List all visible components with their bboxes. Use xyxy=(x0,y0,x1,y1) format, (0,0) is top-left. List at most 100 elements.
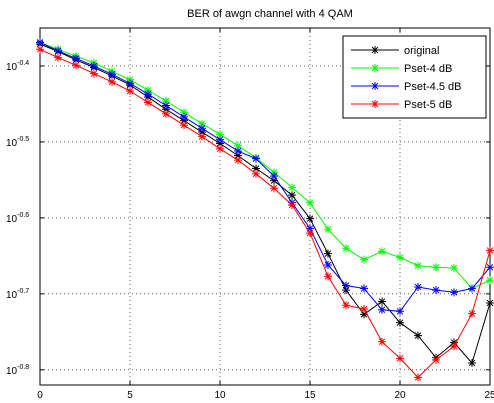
data-point xyxy=(468,284,476,293)
data-point xyxy=(144,90,152,99)
data-point xyxy=(252,169,260,178)
data-point xyxy=(450,342,458,351)
legend-item: Pset-5 dB xyxy=(351,99,452,111)
x-tick-label: 20 xyxy=(394,390,406,401)
legend-item: Pset-4 dB xyxy=(351,63,452,75)
data-point xyxy=(414,261,422,270)
data-point xyxy=(72,54,80,63)
data-point xyxy=(378,247,386,256)
data-point xyxy=(378,305,386,314)
data-point xyxy=(396,354,404,363)
series-group xyxy=(36,38,494,382)
data-point xyxy=(378,297,386,306)
data-point xyxy=(414,331,422,340)
data-point xyxy=(144,98,152,107)
x-tick-label: 10 xyxy=(214,390,226,401)
data-point xyxy=(396,253,404,262)
data-point xyxy=(306,214,314,223)
legend-label: Pset-4 dB xyxy=(404,63,452,75)
data-point xyxy=(270,172,278,181)
data-point xyxy=(342,281,350,290)
y-tick-label: 10-0.5 xyxy=(6,136,29,149)
data-point xyxy=(54,53,62,62)
data-point xyxy=(198,124,206,133)
data-point xyxy=(108,77,116,86)
data-point xyxy=(432,355,440,364)
y-tick-label: 10-0.4 xyxy=(6,60,29,73)
data-point xyxy=(486,263,494,272)
data-point xyxy=(396,318,404,327)
data-point xyxy=(468,309,476,318)
data-point xyxy=(432,286,440,295)
data-point xyxy=(90,61,98,70)
legend-label: Pset-5 dB xyxy=(404,99,452,111)
data-point xyxy=(324,260,332,269)
data-point xyxy=(324,249,332,258)
axis-ticks: 0 5 10 15 20 25 10-0.4 10-0.5 10-0.6 10-0.7 10-0.8 xyxy=(6,28,494,401)
data-point xyxy=(216,135,224,144)
data-point xyxy=(378,337,386,346)
data-point xyxy=(306,198,314,207)
data-point xyxy=(72,61,80,70)
legend: original Pset-4 dB Pset-4.5 dB Pset-5 dB xyxy=(342,35,487,119)
data-point xyxy=(450,264,458,273)
data-point xyxy=(360,255,368,264)
legend-label: original xyxy=(404,45,439,57)
data-point xyxy=(234,156,242,165)
data-point xyxy=(36,38,44,47)
data-point xyxy=(432,263,440,272)
data-point xyxy=(90,69,98,78)
legend-marker xyxy=(371,100,379,108)
data-point xyxy=(108,70,116,79)
data-point xyxy=(216,144,224,153)
data-point xyxy=(126,79,134,88)
data-point xyxy=(288,183,296,192)
data-point xyxy=(468,358,476,367)
data-point xyxy=(414,283,422,292)
data-point xyxy=(126,87,134,96)
series-line xyxy=(39,48,491,379)
data-point xyxy=(486,298,494,307)
legend-marker xyxy=(371,64,379,72)
x-tick-label: 15 xyxy=(304,390,316,401)
data-point xyxy=(450,288,458,297)
data-point xyxy=(234,147,242,156)
legend-marker xyxy=(371,46,379,54)
data-point xyxy=(180,121,188,130)
data-point xyxy=(306,229,314,238)
data-point xyxy=(252,154,260,163)
x-tick-label: 5 xyxy=(127,390,133,401)
data-point xyxy=(324,272,332,281)
data-point xyxy=(414,373,422,382)
legend-item: original xyxy=(351,45,439,57)
series-line xyxy=(39,41,491,290)
y-tick-label: 10-0.8 xyxy=(6,364,29,377)
data-point xyxy=(270,184,278,193)
grid xyxy=(40,28,490,385)
data-point xyxy=(180,112,188,121)
y-tick-label: 10-0.6 xyxy=(6,212,29,225)
y-tick-label: 10-0.7 xyxy=(6,288,29,301)
x-tick-label: 25 xyxy=(484,390,494,401)
chart-title: BER of awgn channel with 4 QAM xyxy=(187,8,353,20)
data-point xyxy=(54,46,62,55)
data-point xyxy=(198,132,206,141)
data-point xyxy=(486,276,494,285)
data-point xyxy=(162,101,170,110)
data-point xyxy=(288,191,296,200)
data-point xyxy=(342,244,350,253)
data-point xyxy=(486,246,494,255)
data-point xyxy=(288,200,296,209)
data-point xyxy=(36,45,44,54)
data-point xyxy=(396,307,404,316)
data-point xyxy=(360,284,368,293)
series-line xyxy=(39,41,491,312)
legend-marker xyxy=(371,82,379,90)
series-3 xyxy=(36,45,494,382)
data-point xyxy=(324,225,332,234)
data-point xyxy=(360,305,368,314)
data-point xyxy=(162,109,170,118)
x-tick-label: 0 xyxy=(37,390,43,401)
data-point xyxy=(342,301,350,310)
